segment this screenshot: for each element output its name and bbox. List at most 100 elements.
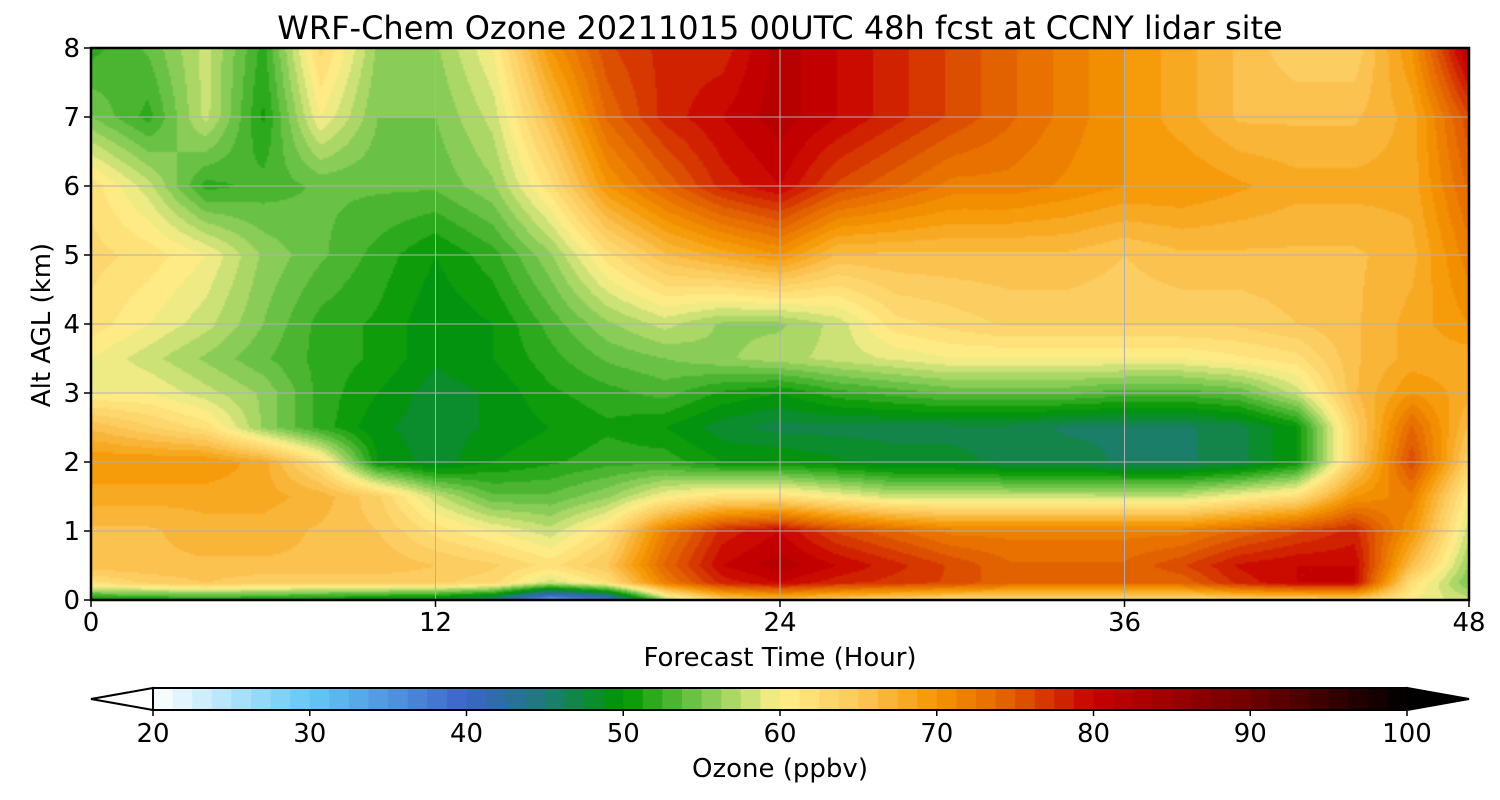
colorbar-segment xyxy=(897,688,918,710)
colorbar-min-extension xyxy=(90,686,154,712)
colorbar-segment xyxy=(721,688,742,710)
y-tick-label: 8 xyxy=(63,34,80,64)
x-tick-label: 0 xyxy=(83,608,100,638)
colorbar-segment xyxy=(917,688,938,710)
x-tick-label: 48 xyxy=(1452,608,1485,638)
colorbar-segment xyxy=(1015,688,1036,710)
y-axis-label: Alt AGL (km) xyxy=(27,243,57,407)
colorbar-segment xyxy=(486,688,507,710)
colorbar-segment xyxy=(564,688,585,710)
colorbar-segment xyxy=(995,688,1016,710)
colorbar-segment xyxy=(388,688,409,710)
colorbar-segment xyxy=(1387,688,1408,710)
colorbar-segment xyxy=(799,688,820,710)
colorbar-segment xyxy=(505,688,526,710)
colorbar-segment xyxy=(740,688,762,710)
grid-lines xyxy=(91,48,1469,600)
colorbar-tick-label: 30 xyxy=(293,719,326,749)
colorbar-segment xyxy=(250,688,272,710)
x-tick-label: 36 xyxy=(1108,608,1141,638)
x-axis: 0 12 24 36 48 xyxy=(83,600,1486,638)
colorbar-segment xyxy=(956,688,977,710)
colorbar-tick-label: 100 xyxy=(1382,719,1432,749)
colorbar-segment xyxy=(1230,688,1251,710)
colorbar-segment xyxy=(1054,688,1075,710)
colorbar-segment xyxy=(1171,688,1193,710)
colorbar-segment xyxy=(1113,688,1134,710)
x-tick-label: 24 xyxy=(763,608,796,638)
y-tick-label: 7 xyxy=(63,103,80,133)
colorbar-segment xyxy=(446,688,468,710)
colorbar-segment xyxy=(584,688,605,710)
colorbar-tick-label: 20 xyxy=(136,719,169,749)
colorbar-tick-label: 60 xyxy=(763,719,796,749)
colorbar-segment xyxy=(544,688,566,710)
colorbar-tick-label: 70 xyxy=(920,719,953,749)
colorbar-tick-label: 80 xyxy=(1077,719,1110,749)
colorbar-segment xyxy=(682,688,703,710)
colorbar: 20 30 40 50 60 70 80 90 100 xyxy=(90,686,1470,749)
x-axis-label: Forecast Time (Hour) xyxy=(643,643,916,673)
colorbar-segment xyxy=(858,688,879,710)
chart-title: WRF-Chem Ozone 20211015 00UTC 48h fcst a… xyxy=(277,9,1282,47)
colorbar-tick-label: 90 xyxy=(1234,719,1267,749)
colorbar-segment xyxy=(407,688,428,710)
colorbar-segment xyxy=(329,688,350,710)
colorbar-segment xyxy=(290,688,311,710)
colorbar-max-extension xyxy=(1406,686,1470,712)
y-tick-label: 2 xyxy=(63,448,80,478)
colorbar-segment xyxy=(1034,688,1055,710)
colorbar-segment xyxy=(877,688,899,710)
colorbar-segment xyxy=(525,688,546,710)
y-tick-label: 6 xyxy=(63,172,80,202)
colorbar-ticks: 20 30 40 50 60 70 80 90 100 xyxy=(136,710,1432,749)
colorbar-segment xyxy=(936,688,957,710)
colorbar-segment xyxy=(662,688,683,710)
colorbar-segment xyxy=(1093,688,1114,710)
colorbar-label: Ozone (ppbv) xyxy=(692,754,868,784)
colorbar-segment xyxy=(1309,688,1330,710)
colorbar-segment xyxy=(819,688,840,710)
colorbar-segment xyxy=(466,688,487,710)
colorbar-segment xyxy=(1269,688,1291,710)
colorbar-segment xyxy=(1348,688,1369,710)
colorbar-segment xyxy=(368,688,389,710)
y-tick-label: 3 xyxy=(63,379,80,409)
colorbar-segment xyxy=(838,688,859,710)
colorbar-segment xyxy=(1132,688,1153,710)
y-tick-label: 4 xyxy=(63,310,80,340)
colorbar-segment xyxy=(1250,688,1271,710)
colorbar-segment xyxy=(1289,688,1310,710)
colorbar-segment xyxy=(153,688,174,710)
y-axis: 0 1 2 3 4 5 6 7 8 xyxy=(63,34,91,616)
y-tick-label: 1 xyxy=(63,517,80,547)
colorbar-segment xyxy=(623,688,644,710)
colorbar-segment xyxy=(211,688,232,710)
colorbar-segment xyxy=(1073,688,1095,710)
colorbar-segment xyxy=(701,688,722,710)
colorbar-segment xyxy=(270,688,291,710)
x-tick-label: 12 xyxy=(419,608,452,638)
colorbar-segment xyxy=(427,688,448,710)
colorbar-segment xyxy=(1328,688,1349,710)
colorbar-segments xyxy=(153,688,1408,710)
colorbar-segment xyxy=(780,688,801,710)
y-tick-label: 5 xyxy=(63,241,80,271)
colorbar-segment xyxy=(172,688,193,710)
colorbar-tick-label: 40 xyxy=(450,719,483,749)
colorbar-segment xyxy=(975,688,997,710)
colorbar-segment xyxy=(1152,688,1173,710)
colorbar-segment xyxy=(192,688,213,710)
colorbar-segment xyxy=(231,688,252,710)
y-tick-label: 0 xyxy=(63,586,80,616)
colorbar-tick-label: 50 xyxy=(607,719,640,749)
colorbar-segment xyxy=(760,688,781,710)
colorbar-segment xyxy=(309,688,330,710)
colorbar-segment xyxy=(603,688,624,710)
colorbar-segment xyxy=(642,688,664,710)
colorbar-segment xyxy=(1191,688,1212,710)
colorbar-segment xyxy=(1367,688,1389,710)
colorbar-segment xyxy=(1211,688,1232,710)
